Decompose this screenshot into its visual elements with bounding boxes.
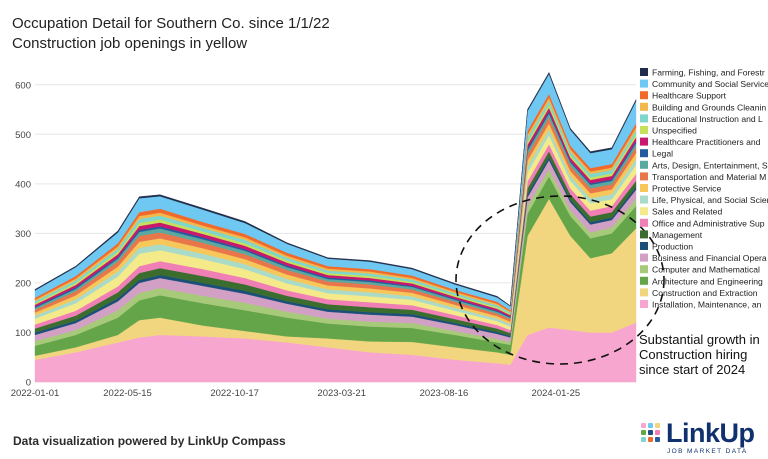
stacked-area-chart: 0 100 200 300 400 500 600 2022-01-01 2022-05-15… — [11, 68, 768, 400]
linkup-logo: LinkUp JOB MARKET DATA — [641, 418, 765, 456]
x-tick-label: 2022-01-01 — [11, 388, 60, 399]
y-tick-label: 400 — [15, 179, 31, 190]
legend-swatch — [640, 184, 648, 192]
legend-item: Architecture and Engineering — [640, 276, 763, 286]
legend-label: Business and Financial Opera — [652, 253, 767, 263]
legend-swatch — [640, 276, 648, 285]
x-axis-ticks: 2022-01-01 2022-05-15 2022-10-17 2023-03-21… — [11, 388, 580, 399]
legend-item: Healthcare Support — [640, 91, 727, 101]
logo-dots-icon — [641, 423, 662, 444]
legend-swatch — [640, 172, 648, 181]
area-series — [34, 71, 637, 307]
legend-item: Community and Social Service — [640, 79, 768, 89]
legend-label: Construction and Extraction — [652, 288, 758, 298]
x-tick-label: 2023-08-16 — [420, 388, 469, 399]
legend-swatch — [640, 218, 648, 227]
legend-label: Community and Social Service — [652, 79, 768, 89]
y-tick-label: 300 — [15, 229, 31, 240]
legend-label: Protective Service — [652, 184, 721, 194]
x-tick-label: 2022-10-17 — [210, 388, 259, 399]
highlight-ellipse — [455, 195, 665, 365]
legend-label: Architecture and Engineering — [652, 276, 763, 286]
legend-swatch — [640, 137, 648, 146]
legend-label: Transportation and Material M — [652, 172, 766, 182]
legend-swatch — [640, 195, 648, 204]
logo-tagline: JOB MARKET DATA — [667, 448, 748, 455]
legend-label: Management — [652, 230, 703, 240]
legend-item: Computer and Mathematical — [640, 265, 760, 275]
legend-swatch — [640, 126, 648, 134]
legend-item: Educational Instruction and L — [640, 114, 763, 124]
legend-label: Healthcare Practitioners and — [652, 137, 761, 147]
chart-title: Occupation Detail for Southern Co. since… — [12, 14, 330, 54]
legend-swatch — [640, 160, 648, 169]
legend-swatch — [640, 102, 648, 111]
legend-item: Installation, Maintenance, an — [640, 300, 762, 310]
legend-swatch — [640, 68, 648, 76]
legend-item: Building and Grounds Cleanin — [640, 102, 766, 112]
legend-label: Life, Physical, and Social Scien — [652, 195, 768, 205]
legend-item: Management — [640, 230, 703, 240]
chart-title-line1: Occupation Detail for Southern Co. since… — [12, 15, 330, 32]
chart-title-line2: Construction job openings in yellow — [12, 35, 248, 52]
legend-label: Building and Grounds Cleanin — [652, 102, 766, 112]
legend-label: Office and Administrative Sup — [652, 218, 765, 228]
legend-item: Business and Financial Opera — [640, 253, 767, 263]
areas — [34, 71, 637, 383]
legend-item: Transportation and Material M — [640, 172, 766, 182]
y-tick-label: 200 — [15, 278, 31, 289]
legend-label: Legal — [652, 149, 673, 159]
annotation-text: Substantial growth in Construction hirin… — [639, 332, 760, 377]
legend-label: Sales and Related — [652, 207, 722, 217]
legend-item: Life, Physical, and Social Scien — [640, 195, 768, 205]
legend-label: Farming, Fishing, and Forestr — [652, 68, 765, 78]
y-axis-ticks: 0 100 200 300 400 500 600 — [15, 80, 31, 388]
legend-swatch — [640, 79, 648, 88]
legend-label: Installation, Maintenance, an — [652, 300, 762, 310]
legend-swatch — [640, 242, 648, 250]
y-tick-label: 100 — [15, 328, 31, 339]
legend-item: Unspecified — [640, 126, 697, 136]
logo-wordmark: LinkUp — [666, 418, 755, 448]
legend-item: Healthcare Practitioners and — [640, 137, 761, 147]
legend-item: Arts, Design, Entertainment, S — [640, 160, 768, 170]
x-tick-label: 2024-01-25 — [532, 388, 581, 399]
legend-swatch — [640, 288, 648, 297]
legend-item: Construction and Extraction — [640, 288, 758, 298]
legend-item: Farming, Fishing, and Forestr — [640, 68, 765, 78]
legend-label: Unspecified — [652, 126, 697, 136]
legend-swatch — [640, 253, 648, 262]
footer-credit: Data visualization powered by LinkUp Com… — [13, 434, 286, 448]
legend-label: Production — [652, 242, 693, 252]
legend-swatch — [640, 300, 648, 308]
y-tick-label: 500 — [15, 130, 31, 141]
legend-item: Production — [640, 242, 693, 252]
legend-swatch — [640, 114, 648, 123]
x-tick-label: 2022-05-15 — [103, 388, 152, 399]
legend-swatch — [640, 149, 648, 158]
x-tick-label: 2023-03-21 — [317, 388, 366, 399]
legend-swatch — [640, 91, 648, 100]
y-tick-label: 600 — [15, 80, 31, 91]
legend-item: Protective Service — [640, 184, 721, 194]
legend-label: Healthcare Support — [652, 91, 727, 101]
legend-item: Legal — [640, 149, 673, 159]
legend-swatch — [640, 230, 648, 239]
y-tick-label: 0 — [26, 378, 31, 389]
legend-swatch — [640, 265, 648, 274]
legend-swatch — [640, 207, 648, 216]
legend-label: Arts, Design, Entertainment, S — [652, 160, 768, 170]
legend-item: Sales and Related — [640, 207, 722, 217]
legend-label: Educational Instruction and L — [652, 114, 763, 124]
legend-item: Office and Administrative Sup — [640, 218, 765, 228]
legend-label: Computer and Mathematical — [652, 265, 760, 275]
